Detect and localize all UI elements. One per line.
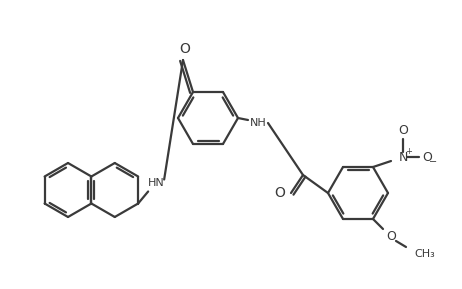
Text: O: O (274, 186, 286, 200)
Text: −: − (429, 157, 437, 167)
Text: O: O (180, 42, 190, 56)
Text: O: O (422, 151, 432, 164)
Text: O: O (386, 231, 396, 243)
Text: +: + (406, 147, 413, 155)
Text: NH: NH (249, 118, 267, 128)
Text: N: N (398, 151, 407, 164)
Text: HN: HN (148, 179, 164, 188)
Text: CH₃: CH₃ (414, 249, 435, 259)
Text: O: O (398, 123, 408, 136)
